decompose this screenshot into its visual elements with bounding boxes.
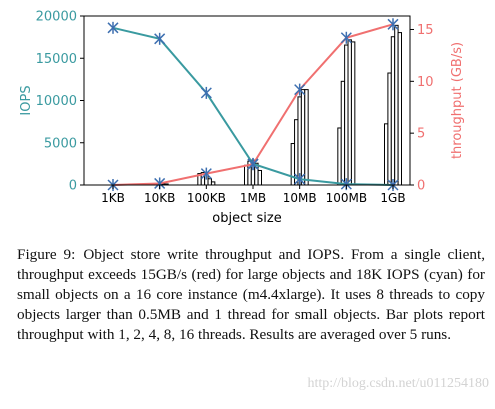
x-tick-label-1MB: 1MB [240,191,266,205]
left-tick-label-0: 0 [69,179,77,194]
figure-caption-text: Object store write throughput and IOPS. … [17,246,486,343]
left-tick-label-10000: 10000 [36,94,77,109]
figure-label: Figure 9: [17,246,76,263]
throughput-point-1GB [387,18,399,31]
bar-1MB-threads-1 [244,164,249,186]
bar-group [150,24,403,186]
right-axis: 0 5 10 15 [410,23,434,194]
x-tick-label-100KB: 100KB [187,191,226,205]
bar-1GB-threads-1 [384,123,389,186]
right-tick-label-0: 0 [417,179,425,194]
bar-100KB-threads-8 [207,178,212,186]
throughput-point-10MB [294,83,306,96]
watermark: http://blog.csdn.net/u011254180 [307,376,489,391]
x-tick-label-100MB: 100MB [326,191,368,205]
bar-10MB-threads-8 [300,89,306,186]
left-tick-label-15000: 15000 [36,52,77,67]
bar-100MB-threads-4 [344,44,349,186]
bar-10MB-threads-4 [297,96,302,186]
left-tick-label-20000: 20000 [36,10,77,25]
x-axis-label: object size [212,211,281,226]
iops-point-10KB [154,32,166,45]
bar-100MB-threads-8 [347,39,352,186]
chart: 0 5000 10000 15000 20000 0 5 10 15 1KB 10KB 100KB… [19,10,465,227]
left-axis: 0 5000 10000 15000 20000 [36,10,84,194]
iops-point-1KB [107,21,119,34]
iops-point-100KB [200,86,212,99]
bar-1GB-threads-2 [387,72,392,186]
bar-10MB-threads-1 [290,143,296,186]
right-tick-label-5: 5 [417,127,425,142]
throughput-point-100MB [340,31,352,44]
bar-1GB-threads-4 [390,36,396,186]
plot-frame [83,15,411,186]
line-group [107,18,399,191]
iops-point-10MB [294,173,306,186]
right-tick-label-10: 10 [417,75,434,90]
y-axis-label-left: IOPS [19,85,34,115]
bar-1MB-threads-16 [257,169,263,186]
x-tick-label-10KB: 10KB [144,191,175,205]
left-tick-label-5000: 5000 [44,136,77,151]
x-tick-label-10MB: 10MB [283,191,317,205]
x-axis: 1KB 10KB 100KB 1MB 10MB 100MB 1GB [101,185,406,205]
bar-10MB-threads-16 [304,89,309,186]
bar-100MB-threads-1 [337,127,342,186]
right-tick-label-15: 15 [417,23,434,38]
x-tick-label-1GB: 1GB [380,191,405,205]
throughput-point-100KB [200,167,212,180]
bar-1GB-threads-8 [394,24,399,186]
x-tick-label-1KB: 1KB [101,191,125,205]
iops-point-1MB [247,157,259,170]
figure-caption: Figure 9: Object store write throughput a… [17,245,485,345]
bar-1GB-threads-16 [397,32,403,186]
bar-100MB-threads-16 [350,41,356,186]
y-axis-label-right: throughput (GB/s) [450,42,465,159]
bar-100MB-threads-2 [340,80,346,186]
